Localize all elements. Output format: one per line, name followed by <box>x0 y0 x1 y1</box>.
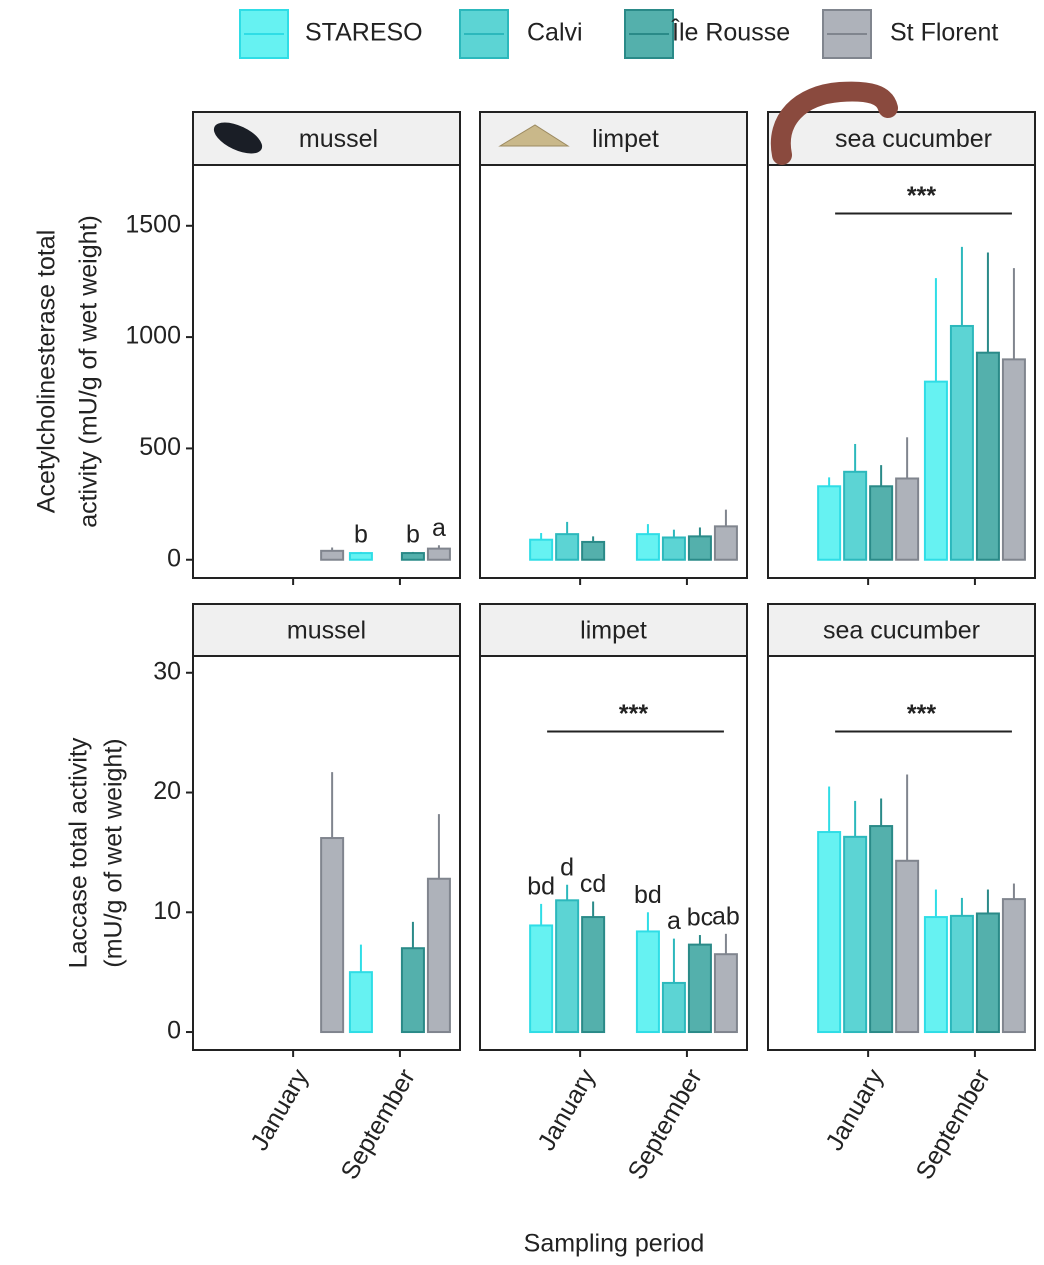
y-tick-label: 1500 <box>125 210 181 238</box>
facet-title: limpet <box>592 125 659 153</box>
bar <box>896 478 918 559</box>
bar <box>689 945 711 1032</box>
x-tick-label: September <box>335 1064 420 1184</box>
y-axis-label: Acetylcholinesterase total <box>33 230 61 513</box>
bar <box>951 916 973 1032</box>
bar <box>870 826 892 1032</box>
x-tick-label: January <box>245 1064 314 1155</box>
bar <box>637 534 659 560</box>
bar <box>951 326 973 560</box>
bar <box>925 382 947 560</box>
facet-title: limpet <box>580 617 647 645</box>
bar <box>663 983 685 1032</box>
y-tick-label: 0 <box>167 544 181 572</box>
y-tick-label: 1000 <box>125 322 181 350</box>
chart: STARESO Calvi Île Rousse St Florent mussel 0 5… <box>0 0 1044 1265</box>
bar <box>428 879 450 1032</box>
x-tick-label: January <box>532 1064 601 1155</box>
bar <box>689 536 711 559</box>
bar <box>818 832 840 1032</box>
bar <box>977 353 999 560</box>
bar <box>402 553 424 560</box>
group-letter: b <box>406 521 420 549</box>
bar <box>844 837 866 1032</box>
group-letter: bd <box>527 873 555 901</box>
bar <box>977 913 999 1032</box>
group-letter: b <box>354 521 368 549</box>
bar <box>530 540 552 560</box>
panel <box>193 165 460 578</box>
bar <box>350 972 372 1032</box>
bar <box>715 954 737 1032</box>
group-letter: ab <box>712 902 740 930</box>
bar <box>321 551 343 560</box>
significance-label: *** <box>907 700 936 728</box>
x-tick-label: September <box>910 1064 995 1184</box>
bar <box>428 549 450 560</box>
bar <box>1003 359 1025 559</box>
x-tick-label: January <box>820 1064 889 1155</box>
x-tick-label: September <box>622 1064 707 1184</box>
y-tick-label: 30 <box>153 657 181 685</box>
group-letter: a <box>432 514 446 542</box>
significance-label: *** <box>907 182 936 210</box>
bar <box>582 542 604 560</box>
y-axis-label: activity (mU/g of wet weight) <box>75 215 103 528</box>
page: STARESO Calvi Île Rousse St Florent mussel 0 5… <box>0 0 1044 1265</box>
facet-title: sea cucumber <box>823 617 980 645</box>
bar <box>637 931 659 1032</box>
legend-label: STARESO <box>305 19 423 47</box>
facet-title: mussel <box>299 125 378 153</box>
y-tick-label: 20 <box>153 777 181 805</box>
y-tick-label: 10 <box>153 897 181 925</box>
bar <box>556 534 578 560</box>
legend-label: St Florent <box>890 19 998 47</box>
bar <box>896 861 918 1032</box>
facet-title: mussel <box>287 617 366 645</box>
y-axis-label: (mU/g of wet weight) <box>100 738 128 967</box>
x-axis-label: Sampling period <box>524 1230 705 1258</box>
bar <box>402 948 424 1032</box>
legend-label: Île Rousse <box>671 18 790 47</box>
group-letter: cd <box>580 870 606 898</box>
legend-label: Calvi <box>527 19 583 47</box>
group-letter: a <box>667 907 681 935</box>
panel <box>480 165 747 578</box>
bar <box>530 925 552 1032</box>
bar <box>321 838 343 1032</box>
y-axis-label: Laccase total activity <box>65 737 93 968</box>
bar <box>870 486 892 559</box>
bar <box>663 537 685 559</box>
bar <box>818 486 840 559</box>
bar <box>1003 899 1025 1032</box>
bar <box>350 553 372 560</box>
significance-label: *** <box>619 700 648 728</box>
bar <box>556 900 578 1032</box>
facet-title: sea cucumber <box>835 125 992 153</box>
bar <box>582 917 604 1032</box>
bar <box>844 472 866 560</box>
group-letter: d <box>560 853 574 881</box>
y-tick-label: 500 <box>139 433 181 461</box>
group-letter: bd <box>634 881 662 909</box>
group-letter: bc <box>687 904 713 932</box>
bar <box>925 917 947 1032</box>
y-tick-label: 0 <box>167 1017 181 1045</box>
bar <box>715 526 737 559</box>
